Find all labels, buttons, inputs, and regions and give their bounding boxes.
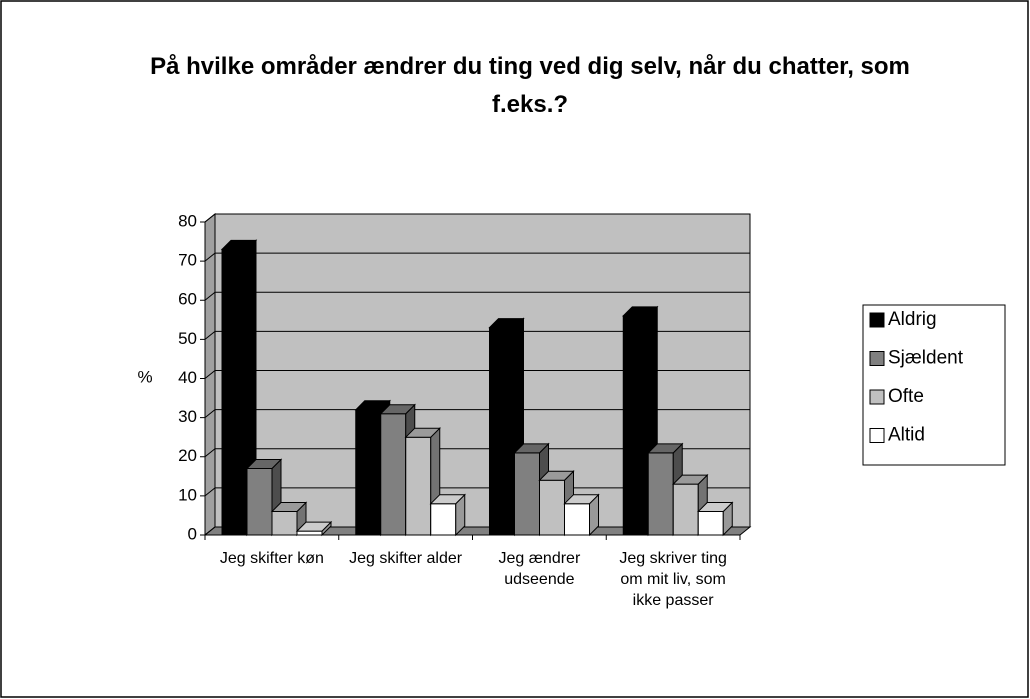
bar-front (697, 511, 724, 536)
legend-label: Ofte (888, 386, 924, 407)
bar-top (354, 400, 391, 411)
legend-swatch (869, 428, 885, 443)
bar-front (246, 467, 273, 536)
bar-front (221, 248, 248, 536)
bar-top (220, 239, 258, 250)
y-tick-label: 10 (178, 485, 197, 504)
bar (429, 493, 466, 537)
bar-top (295, 521, 333, 532)
legend-label: Aldrig (888, 309, 937, 330)
bar-front (271, 511, 298, 536)
grid-line (204, 448, 750, 458)
bar-front (672, 483, 699, 536)
x-tick-label: Jeg ændrer udseende (498, 550, 581, 588)
bar-front (622, 315, 649, 536)
grid-line (204, 370, 750, 379)
bar-top (429, 494, 466, 505)
legend-label: Altid (888, 425, 925, 446)
y-tick-label: 50 (178, 329, 197, 348)
bar-top (270, 502, 308, 513)
bar-top (697, 502, 734, 513)
legend-label: Sjældent (888, 348, 964, 369)
grid-line (204, 291, 750, 301)
legend-swatch (869, 312, 885, 328)
y-tick-label: 70 (178, 251, 197, 270)
bar-top (404, 427, 441, 438)
y-axis-label: % (137, 367, 152, 386)
legend-swatch (869, 351, 885, 366)
bar-front (405, 436, 432, 536)
legend-swatch (869, 389, 885, 405)
y-tick-label: 40 (178, 368, 197, 387)
bar-top (488, 318, 525, 329)
legend-box (862, 304, 1006, 466)
bar-front (355, 409, 382, 536)
bar (697, 501, 734, 537)
bar-front (647, 452, 674, 536)
bar-top (513, 443, 550, 454)
bar-front (539, 479, 565, 536)
bar-front (380, 413, 407, 536)
y-tick-label: 30 (178, 407, 197, 426)
bar-front (564, 503, 590, 536)
y-tick-label: 0 (188, 524, 197, 543)
bar-top (563, 494, 600, 505)
bar-top (379, 404, 416, 415)
bar-top (538, 470, 575, 481)
x-tick-label: Jeg skifter køn (219, 550, 324, 567)
x-tick-label: Jeg skifter alder (349, 550, 463, 567)
bar-top (622, 306, 659, 317)
y-tick-label: 20 (178, 446, 197, 465)
bar-front (430, 503, 457, 536)
bar-front (296, 530, 323, 536)
bar-top (672, 474, 709, 485)
bar (295, 520, 333, 537)
grid-line (204, 330, 750, 340)
grid-line (204, 409, 750, 419)
chart-title: På hvilke områder ændrer du ting ved dig… (150, 53, 910, 118)
bar-top (245, 458, 283, 469)
grid-line (204, 213, 750, 223)
bar-front (514, 452, 540, 536)
y-tick-label: 80 (178, 211, 197, 230)
grid-line (204, 252, 750, 262)
bar-front (489, 327, 515, 536)
bar-top (647, 443, 684, 454)
bar (270, 501, 308, 537)
x-tick-label: Jeg skriver ting om mit liv, som ikke pa… (619, 550, 727, 609)
bar (563, 493, 600, 537)
y-tick-label: 60 (178, 290, 197, 309)
